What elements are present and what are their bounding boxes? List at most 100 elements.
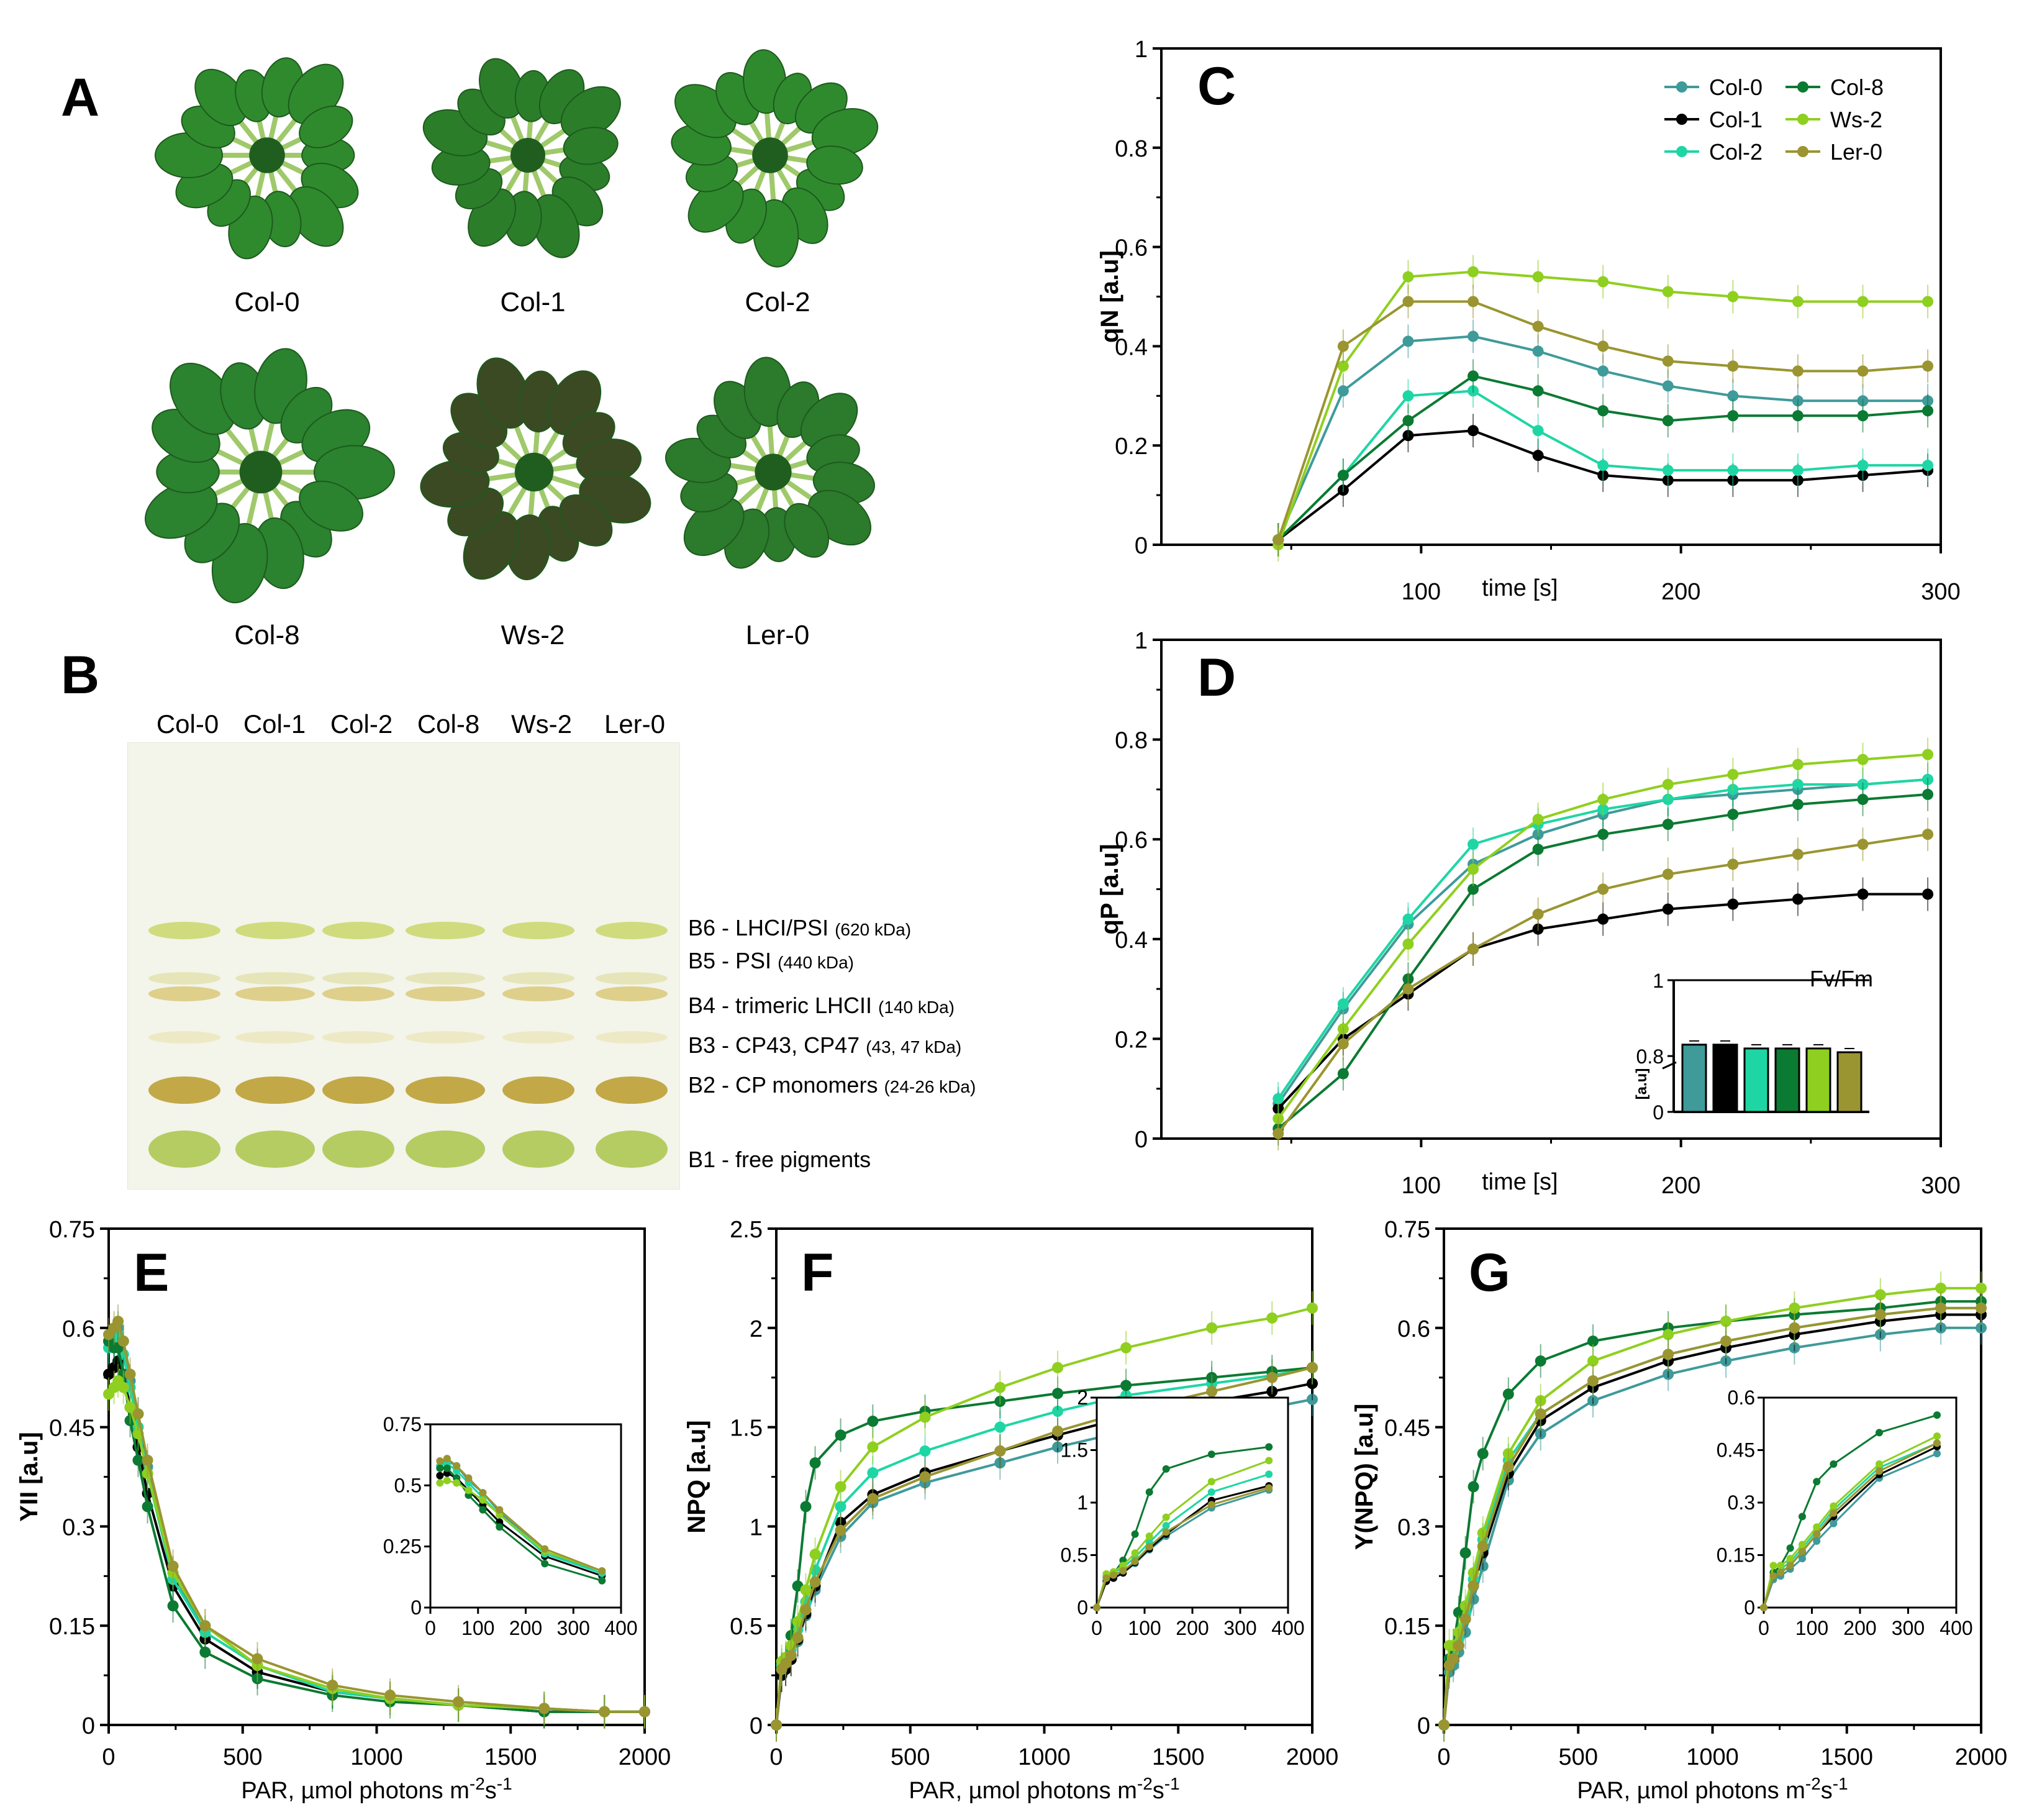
data-point-ler-0 [1402,983,1414,995]
inset-data-point-ws-2 [453,1479,461,1487]
inset-y-tick-label: 0.8 [1636,1045,1664,1068]
x-tick-label: 0 [769,1744,783,1770]
data-point-ws-2 [867,1441,879,1453]
inset-data-point-ler-0 [1799,1547,1806,1555]
inset-data-point-ler-0 [479,1489,487,1497]
data-point-ler-0 [167,1560,179,1572]
y-tick-label: 0 [1417,1713,1430,1739]
data-point-ws-2 [1597,793,1609,805]
gel-band-lane6-b5 [596,972,668,985]
gel-band-lane5-b5 [502,972,574,985]
inset-data-point-ws-2 [1777,1562,1785,1570]
x-tick-label: 1500 [1152,1744,1205,1770]
inset-data-point-ler-0 [1265,1484,1273,1492]
series-line-col-8 [107,1340,645,1713]
inset-x-tick-label: 100 [461,1617,494,1639]
x-tick-label: 500 [891,1744,930,1770]
gel-band-lane3-b3 [322,1031,394,1044]
inset-data-point-ler-0 [1093,1604,1100,1611]
gel-band-lane1-b3 [148,1031,220,1044]
gel-band-lane1-b2 [148,1076,220,1104]
chart-g: 00.150.30.450.60.750 500 1000 1500 2000GY(NP… [1351,1217,2007,1804]
series-col-8 [1273,359,1934,557]
inset-bar-col-2 [1743,1047,1769,1113]
gel-image [127,742,681,1190]
inset-data-point-col-8 [1162,1465,1170,1473]
inset-x-tick-label: 200 [1176,1617,1209,1639]
data-point-ler-0 [1587,1375,1599,1387]
panel-letter-g: G [1469,1243,1510,1303]
gel-band-lane3-b1 [322,1131,394,1168]
gel-band-lane2-b2 [235,1076,315,1104]
x-axis-label: time [s] [1482,575,1558,601]
data-point-ler-0 [142,1454,153,1466]
y-tick-label: 1 [1135,628,1148,654]
inset-data-point-col-8 [479,1506,487,1514]
y-tick-label: 0.8 [1115,136,1148,162]
gel-band-lane4-b5 [406,972,485,985]
rosette-col-0 [155,57,359,260]
inset-data-point-col-8 [1813,1478,1821,1486]
inset-data-point-ws-2 [1265,1457,1273,1465]
legend-label-ler-0: Ler-0 [1830,139,1882,165]
data-point-ler-0 [1789,1322,1800,1334]
inset-x-tick-label: 0 [1758,1617,1769,1639]
y-tick-label: 0.6 [1115,235,1148,262]
inset-y-tick-label: 0.45 [1717,1439,1755,1462]
gel-band-lane6-b6 [596,922,668,939]
y-tick-label: 0.3 [1397,1514,1430,1540]
gel-band-lane4-b6 [406,922,485,939]
data-point-ler-0 [112,1316,124,1327]
inset-data-point-col-2 [1162,1522,1170,1530]
inset-data-point-col-2 [1265,1470,1273,1478]
inset-x-tick-label: 400 [1940,1617,1972,1639]
inset-data-point-ws-2 [1830,1502,1838,1510]
inset-data-point-ler-0 [1119,1567,1127,1575]
inset-data-point-col-0 [1813,1537,1821,1545]
data-point-ler-0 [1857,365,1869,377]
data-point-col-8 [132,1454,144,1466]
gel-band-lane6-b4 [596,986,668,1001]
inset-series-ler-0 [436,1455,606,1575]
inset-data-point-ws-2 [1876,1460,1883,1468]
inset-frame [1096,1396,1289,1609]
data-point-ler-0 [1448,1653,1459,1665]
band-label-b6: B6 - LHCI/PSI (620 kDa) [688,915,912,940]
data-point-col-8 [142,1501,153,1513]
y-axis-label: Y(NPQ) [a.u] [1351,1404,1378,1550]
data-point-ler-0 [1402,296,1414,307]
inset-data-point-ws-2 [1933,1432,1941,1440]
inset-x-tick-label: 300 [557,1617,590,1639]
data-point-col-2 [919,1445,931,1457]
inset-data-point-ler-0 [465,1474,473,1482]
x-tick-label: 0 [1437,1744,1450,1770]
inset-data-point-col-8 [1207,1450,1215,1458]
data-point-ler-0 [1266,1372,1278,1383]
inset-data-point-ler-0 [1876,1467,1883,1475]
gel-band-lane4-b3 [406,1031,485,1044]
x-tick-label: 300 [1921,579,1960,605]
legend-label-col-8: Col-8 [1830,75,1884,100]
inset-series-ler-0 [1093,1484,1273,1611]
data-point-ws-2 [1402,271,1414,283]
y-tick-label: 0.4 [1115,927,1148,953]
panel-letter-d: D [1197,648,1236,708]
inset-data-point-col-8 [443,1464,451,1472]
inset-data-point-ler-0 [436,1457,444,1465]
inset-data-point-col-2 [1207,1488,1215,1496]
y-tick-label: 0.45 [49,1416,95,1442]
data-point-col-0 [1337,385,1349,397]
data-point-ler-0 [800,1604,812,1616]
inset-y-tick-label: 0.25 [383,1536,422,1558]
data-point-col-8 [1459,1547,1471,1559]
data-point-ler-0 [453,1696,465,1708]
data-point-col-1 [1727,898,1739,910]
data-point-col-1 [1468,425,1479,437]
data-point-ler-0 [1792,365,1803,377]
data-point-ws-2 [1662,778,1674,790]
data-point-ler-0 [1502,1461,1514,1473]
x-axis-label: time [s] [1482,1169,1558,1195]
gel-band-lane4-b1 [406,1131,485,1168]
x-tick-label: 2000 [1286,1744,1339,1770]
data-point-col-2 [867,1467,879,1479]
